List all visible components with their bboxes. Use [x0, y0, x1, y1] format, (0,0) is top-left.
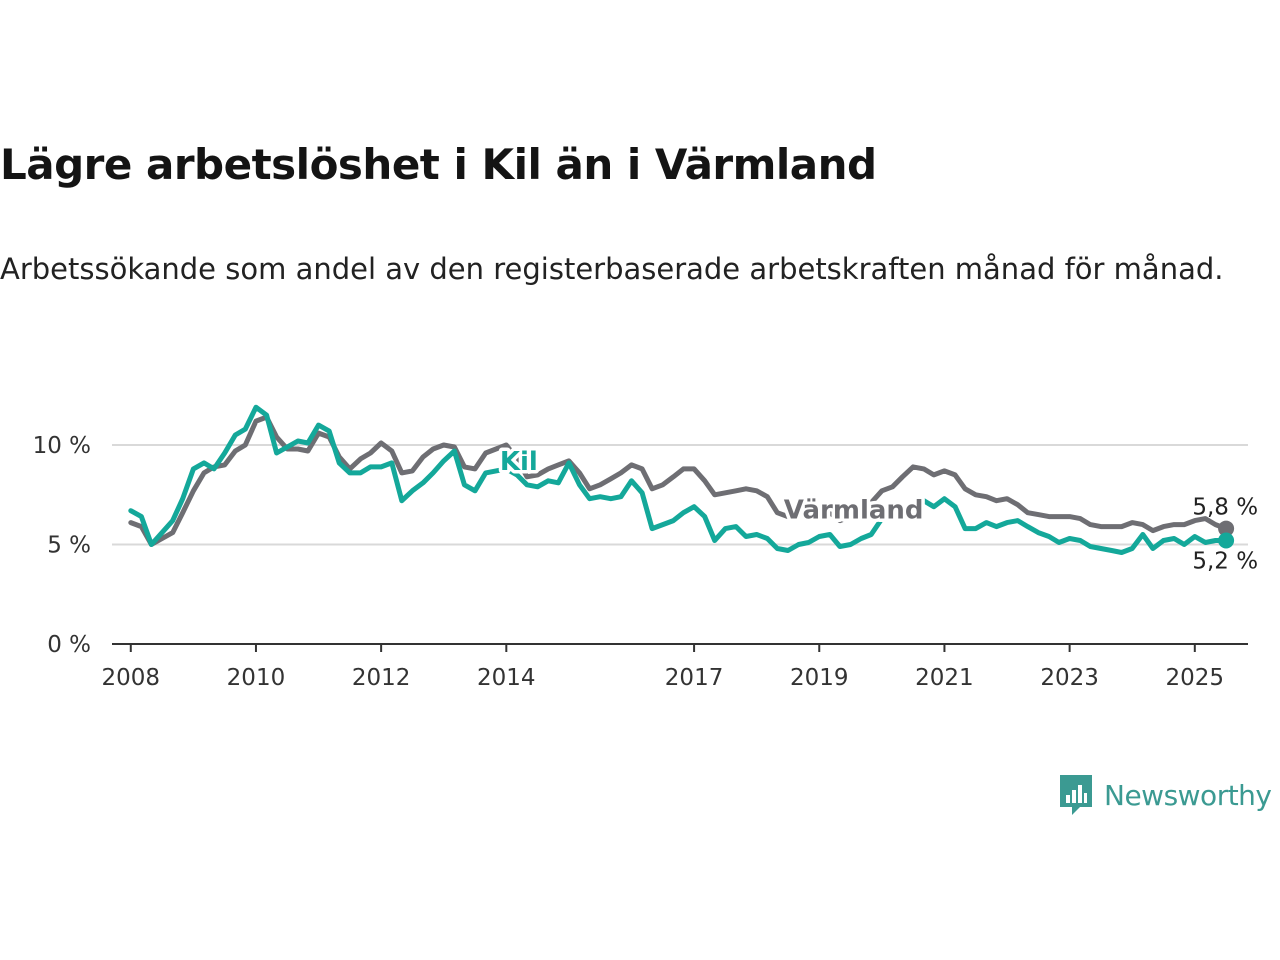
x-axis: 2008 2010 2012 2014 2017 2019 2021 2023 2025 — [102, 643, 1248, 691]
chart-subtitle: Arbetssökande som andel av den registerb… — [0, 252, 1224, 286]
y-tick-label: 10 % — [33, 433, 91, 459]
brand-name: Newsworthy — [1104, 778, 1272, 812]
y-tick-label: 0 % — [47, 632, 91, 658]
series-end-point — [1218, 532, 1235, 549]
chart-title: Lägre arbetslöshet i Kil än i Värmland — [0, 140, 877, 189]
x-tick-label: 2010 — [227, 665, 286, 691]
end-value-label-varmland: 5,8 % — [1192, 495, 1258, 521]
y-tick-label: 5 % — [47, 533, 91, 559]
line-chart: 0 %5 %10 % 2008 2010 2012 2014 2017 2019 2021 2… — [33, 404, 1258, 691]
x-tick-label: 2017 — [665, 665, 724, 691]
x-tick-label: 2014 — [477, 665, 536, 691]
bar-chart-icon — [1060, 775, 1092, 815]
series-lines — [128, 404, 1235, 555]
series-line-kil — [128, 404, 1229, 555]
x-tick-label: 2019 — [790, 665, 849, 691]
x-tick-label: 2021 — [915, 665, 974, 691]
end-value-label-kil: 5,2 % — [1192, 549, 1258, 575]
x-tick-label: 2023 — [1040, 665, 1099, 691]
series-label-varmland: Värmland — [784, 496, 924, 526]
series-line-vrmland — [128, 414, 1229, 547]
x-tick-label: 2025 — [1166, 665, 1225, 691]
series-labels: Kil Värmland 5,8 % 5,2 % — [496, 443, 1258, 575]
series-label-kil: Kil — [500, 447, 538, 477]
x-tick-label: 2012 — [352, 665, 411, 691]
series-end-point — [1218, 520, 1235, 537]
x-tick-label: 2008 — [102, 665, 161, 691]
brand-logo: Newsworthy — [1058, 772, 1272, 818]
